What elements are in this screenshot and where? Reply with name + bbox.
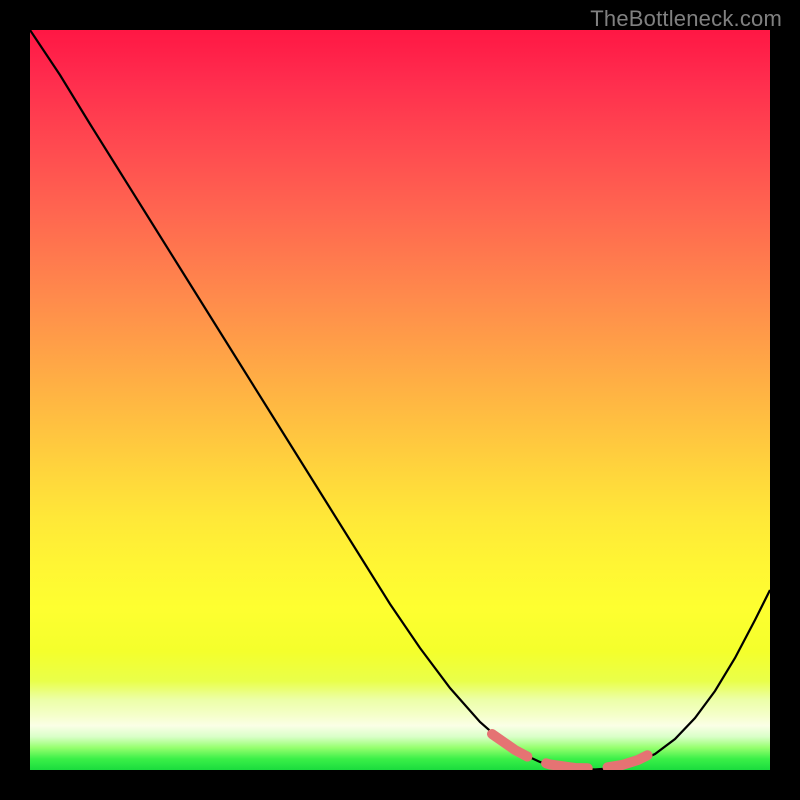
watermark-text: TheBottleneck.com: [590, 6, 782, 32]
plot-area: [30, 30, 770, 770]
bottleneck-curve-svg: [30, 30, 770, 770]
valley-highlight: [492, 734, 652, 769]
bottleneck-curve: [30, 30, 770, 770]
